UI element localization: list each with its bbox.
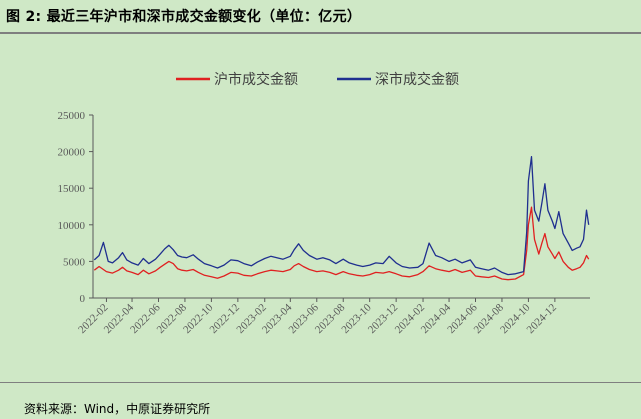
line-chart: 沪市成交金额 深市成交金额 0 5000 10000 15000 20000 25000 20… — [58, 71, 590, 336]
y-tick-label: 20000 — [58, 147, 86, 159]
y-tick-label: 15000 — [58, 183, 86, 195]
source-rule — [0, 382, 641, 383]
series-line-sh — [93, 206, 590, 281]
y-tick-label: 5000 — [63, 256, 86, 268]
figure-title: 图 2: 最近三年沪市和深市成交金额变化（单位：亿元） — [6, 9, 362, 25]
y-tick-label: 0 — [80, 293, 86, 305]
y-tick-label: 25000 — [58, 110, 86, 122]
chart-legend: 沪市成交金额 深市成交金额 — [176, 71, 459, 88]
series-line-sz — [93, 156, 590, 276]
source-note: 资料来源：Wind，中原证券研究所 — [24, 402, 211, 416]
chart-axes: 05000100001500020000250002022-022022-042… — [58, 110, 590, 336]
legend-label-sh: 沪市成交金额 — [214, 71, 298, 88]
title-rule — [0, 32, 641, 34]
legend-label-sz: 深市成交金额 — [375, 71, 459, 88]
x-tick-label: 2024-12 — [525, 302, 559, 336]
chart-series — [93, 156, 590, 281]
y-tick-label: 10000 — [58, 220, 86, 232]
